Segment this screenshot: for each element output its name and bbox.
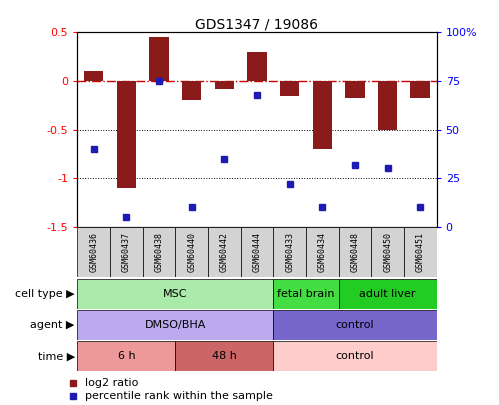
Text: 48 h: 48 h xyxy=(212,351,237,361)
Text: GSM60434: GSM60434 xyxy=(318,232,327,272)
Bar xyxy=(273,227,306,277)
Bar xyxy=(378,81,397,130)
Text: GSM60442: GSM60442 xyxy=(220,232,229,272)
Text: DMSO/BHA: DMSO/BHA xyxy=(145,320,206,330)
Text: percentile rank within the sample: percentile rank within the sample xyxy=(85,392,273,401)
Bar xyxy=(77,310,273,340)
Bar xyxy=(371,227,404,277)
Text: time ▶: time ▶ xyxy=(37,351,75,361)
Text: GSM60440: GSM60440 xyxy=(187,232,196,272)
Bar xyxy=(77,341,175,371)
Bar xyxy=(345,81,365,98)
Bar xyxy=(306,227,339,277)
Bar xyxy=(273,310,437,340)
Text: GSM60451: GSM60451 xyxy=(416,232,425,272)
Text: GSM60448: GSM60448 xyxy=(350,232,359,272)
Bar xyxy=(404,227,437,277)
Text: control: control xyxy=(336,351,374,361)
Bar xyxy=(182,81,202,100)
Bar xyxy=(77,227,110,277)
Bar xyxy=(215,81,234,89)
Bar xyxy=(77,279,273,309)
Title: GDS1347 / 19086: GDS1347 / 19086 xyxy=(196,17,318,31)
Bar xyxy=(117,81,136,188)
Text: GSM60450: GSM60450 xyxy=(383,232,392,272)
Text: GSM60437: GSM60437 xyxy=(122,232,131,272)
Bar xyxy=(411,81,430,98)
Bar xyxy=(339,227,371,277)
Text: log2 ratio: log2 ratio xyxy=(85,378,139,388)
Bar xyxy=(175,227,208,277)
Bar xyxy=(149,37,169,81)
Text: GSM60444: GSM60444 xyxy=(252,232,261,272)
Bar xyxy=(280,81,299,96)
Bar xyxy=(143,227,175,277)
Text: adult liver: adult liver xyxy=(359,289,416,299)
Bar xyxy=(175,341,273,371)
Text: agent ▶: agent ▶ xyxy=(30,320,75,330)
Text: cell type ▶: cell type ▶ xyxy=(15,289,75,299)
Bar xyxy=(312,81,332,149)
Bar xyxy=(241,227,273,277)
Text: GSM60438: GSM60438 xyxy=(155,232,164,272)
Bar xyxy=(247,52,267,81)
Bar xyxy=(273,279,339,309)
Bar xyxy=(84,71,103,81)
Bar xyxy=(208,227,241,277)
Text: fetal brain: fetal brain xyxy=(277,289,335,299)
Text: GSM60433: GSM60433 xyxy=(285,232,294,272)
Text: control: control xyxy=(336,320,374,330)
Bar xyxy=(339,279,437,309)
Bar xyxy=(273,341,437,371)
Text: GSM60436: GSM60436 xyxy=(89,232,98,272)
Bar xyxy=(110,227,143,277)
Text: 6 h: 6 h xyxy=(118,351,135,361)
Text: MSC: MSC xyxy=(163,289,188,299)
